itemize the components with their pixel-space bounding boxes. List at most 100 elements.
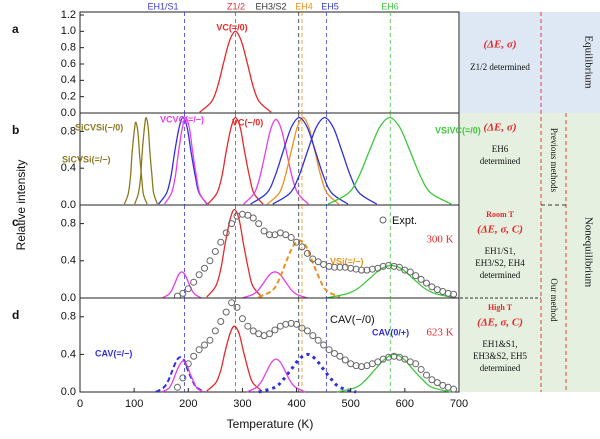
region-label: Equilibrium: [582, 35, 594, 89]
curve: [266, 116, 340, 205]
curve: [258, 352, 357, 394]
data-point: [228, 220, 236, 228]
data-point: [417, 275, 425, 283]
curve: [161, 360, 205, 393]
x-tick-label: 300: [233, 398, 251, 410]
curve: [327, 116, 452, 205]
curve: [272, 116, 378, 205]
legend-marker: [379, 216, 387, 224]
data-point: [336, 263, 344, 271]
annotation: CAV(−/0): [330, 314, 375, 326]
y-tick-label: 0.0: [61, 199, 76, 211]
plot-frame: [79, 11, 460, 114]
data-point: [450, 385, 458, 393]
data-point: [217, 238, 225, 246]
data-point: [374, 358, 382, 366]
data-point: [222, 229, 230, 237]
curve: [250, 116, 349, 205]
curve: [242, 271, 308, 299]
data-point: [309, 332, 317, 340]
data-point: [336, 352, 344, 360]
side-text: EH6: [492, 144, 509, 154]
x-tick-label: 600: [396, 398, 414, 410]
side-text: EH3&S2, EH5: [473, 351, 528, 361]
data-point: [266, 330, 273, 338]
x-axis-label: Temperature (K): [227, 417, 314, 431]
y-axis-label: Relative intensity: [14, 160, 28, 251]
data-point: [303, 327, 311, 335]
data-point: [287, 234, 295, 242]
side-text: Z1/2 determined: [470, 62, 530, 72]
y-tick-label: 0.8: [61, 311, 76, 323]
y-tick-label: 0.0: [61, 292, 76, 304]
data-point: [195, 346, 203, 354]
curve-label: VSiVC(=/0): [435, 125, 481, 135]
data-point: [195, 271, 203, 279]
y-tick-label: 1.2: [61, 9, 76, 21]
data-point: [412, 360, 420, 368]
plot-frame: [79, 204, 460, 299]
data-point: [211, 327, 219, 335]
side-heading: (ΔE, σ): [484, 122, 517, 134]
data-point: [184, 285, 192, 293]
x-tick-label: 100: [125, 398, 143, 410]
data-point: [244, 322, 252, 330]
data-point: [314, 336, 322, 344]
curve: [206, 208, 263, 298]
curve: [207, 116, 264, 205]
side-text: determined: [480, 363, 521, 373]
data-point: [249, 327, 257, 335]
data-point: [330, 349, 338, 357]
curve: [157, 116, 208, 205]
legend-label: Expt.: [392, 215, 417, 227]
y-tick-label: 0.8: [61, 125, 76, 137]
data-point: [222, 308, 230, 316]
y-tick-label: 0.2: [61, 91, 76, 103]
nonequilibrium-box: [460, 113, 600, 392]
data-point: [244, 211, 252, 219]
data-point: [179, 374, 187, 382]
data-point: [282, 231, 290, 239]
side-text: determined: [480, 270, 521, 280]
data-point: [298, 324, 306, 332]
curve-label: CAV(=/−): [95, 348, 132, 358]
curve-label: SiCVSi(−/0): [75, 122, 123, 132]
data-point: [173, 383, 181, 391]
data-point: [401, 355, 409, 363]
y-tick-label: 0.8: [61, 42, 76, 54]
data-point: [423, 279, 431, 287]
data-point: [417, 365, 425, 373]
data-point: [433, 379, 441, 387]
level-label: EH6: [381, 1, 399, 11]
panel-label: a: [12, 22, 19, 36]
data-point: [271, 326, 279, 334]
panel-label: b: [12, 123, 19, 137]
data-point: [428, 376, 436, 384]
side-heading: (ΔE, σ): [484, 39, 517, 51]
y-tick-label: 0.8: [61, 218, 76, 230]
y-tick-label: 0.6: [61, 58, 76, 70]
data-point: [238, 315, 246, 323]
x-tick-label: 0: [77, 398, 83, 410]
panel-label: d: [12, 308, 19, 322]
curve: [163, 116, 208, 205]
data-point: [217, 318, 225, 325]
data-point: [341, 356, 349, 364]
data-point: [206, 336, 214, 344]
data-point: [293, 320, 301, 328]
side-heading: (ΔE, σ, C): [477, 224, 523, 236]
method-label: Previous methods: [549, 128, 559, 193]
side-text: determined: [480, 156, 521, 166]
y-tick-label: 0.4: [61, 162, 76, 174]
side-condition: Room T: [486, 210, 514, 219]
side-condition: High T: [488, 303, 513, 312]
data-point: [330, 263, 338, 271]
data-point: [184, 360, 192, 368]
y-tick-label: 0.0: [61, 386, 76, 398]
curve-label: VC(=/0): [216, 22, 247, 32]
curve-label: CAV(0/+): [372, 327, 409, 337]
curve: [206, 325, 263, 392]
data-point: [293, 238, 301, 246]
